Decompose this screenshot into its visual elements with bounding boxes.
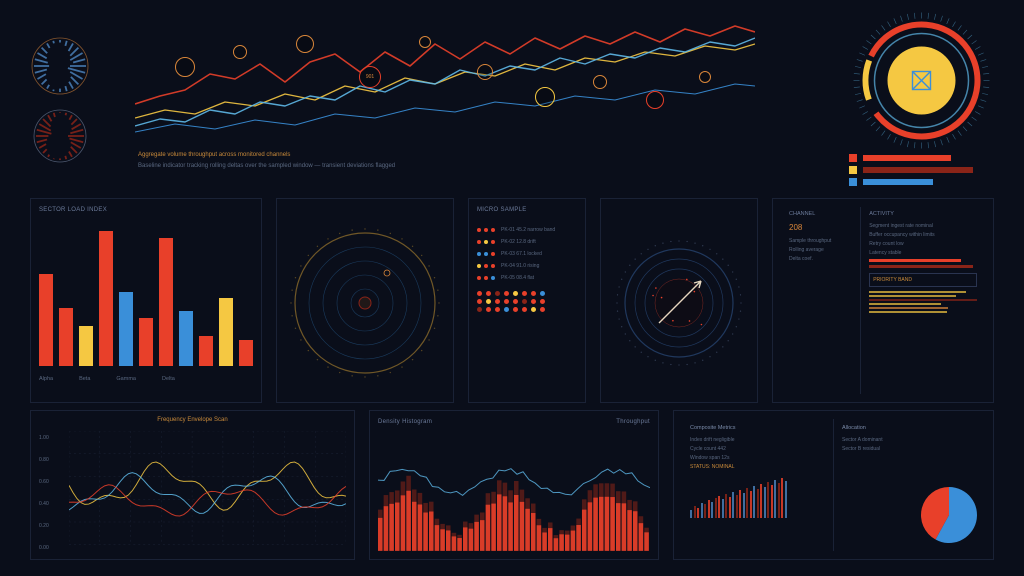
bubble-node[interactable]	[535, 87, 555, 107]
legend-item: Gamma	[116, 376, 136, 382]
bar-chart-panel[interactable]: SECTOR LOAD INDEX Alpha Beta Gamma Delta	[30, 198, 262, 403]
dot-rows: PK-01 45.2 narrow band PK-02 12.8 drift PK…	[477, 227, 577, 281]
dot-sample-panel[interactable]: MICRO SAMPLE PK-01 45.2 narrow band PK-02…	[468, 198, 586, 403]
radar-panel-1[interactable]	[276, 198, 454, 403]
analytics-dashboard: 901 Aggregate volume throughput across m…	[0, 0, 1024, 576]
bubble-node[interactable]	[175, 57, 195, 77]
mini-gauge-2[interactable]	[30, 106, 90, 166]
y-tick: 0.20	[39, 523, 67, 529]
bubble-node[interactable]	[233, 45, 247, 59]
legend-item: Beta	[79, 376, 90, 382]
desc-line-2: Baseline indicator tracking rolling delt…	[138, 161, 395, 172]
dot-row-text: PK-03 67.1 locked	[501, 251, 542, 257]
summary-col-2: Allocation Sector A dominantSector B res…	[833, 419, 985, 551]
col2-items: Segment ingest rate nominalBuffer occupa…	[869, 223, 977, 256]
legend-item: Alpha	[39, 376, 53, 382]
col2-bars	[869, 259, 977, 268]
spark-bar-chart	[690, 476, 825, 518]
summary-panel[interactable]: Composite Metrics Index drift negligible…	[673, 410, 994, 560]
dot-row-text: PK-05 08.4 flat	[501, 275, 534, 281]
dot-row-text: PK-01 45.2 narrow band	[501, 227, 555, 233]
bubble-node[interactable]	[699, 71, 711, 83]
bar-set	[39, 221, 253, 366]
bubble-node[interactable]	[593, 75, 607, 89]
mini-gauge-1[interactable]	[28, 34, 92, 98]
y-tick: 0.80	[39, 457, 67, 463]
bar-legend: Alpha Beta Gamma Delta	[39, 376, 253, 382]
y-tick: 0.60	[39, 479, 67, 485]
bubble-node[interactable]	[419, 36, 431, 48]
desc-line-1: Aggregate volume throughput across monit…	[138, 150, 395, 161]
top-strip: 901 Aggregate volume throughput across m…	[30, 12, 994, 187]
summary-lines: Index drift negligibleCycle count 442Win…	[690, 437, 825, 461]
y-tick: 1.00	[39, 435, 67, 441]
bubble-overlay: 901	[145, 22, 745, 142]
priority-block: PRIORITY BAND	[869, 273, 977, 287]
summary-col-1: Composite Metrics Index drift negligible…	[682, 419, 833, 551]
dot-matrix	[477, 291, 577, 312]
col-head: ACTIVITY	[869, 211, 977, 217]
middle-row: SECTOR LOAD INDEX Alpha Beta Gamma Delta MI…	[30, 198, 994, 403]
bubble-node[interactable]: 901	[359, 66, 381, 88]
wave-plot	[69, 431, 346, 545]
area-plot	[378, 435, 650, 551]
pie-chart	[919, 485, 979, 545]
area-panel[interactable]: Density Histogram Throughput	[369, 410, 659, 560]
dot-row-text: PK-02 12.8 drift	[501, 239, 536, 245]
top-description: Aggregate volume throughput across monit…	[138, 150, 395, 172]
wave-y-axis: 1.00 0.80 0.60 0.40 0.20 0.00	[39, 435, 67, 551]
bottom-row: Frequency Envelope Scan 1.00 0.80 0.60 0.40…	[30, 410, 994, 560]
status-line: STATUS: NOMINAL	[690, 464, 825, 470]
bubble-node[interactable]	[296, 35, 314, 53]
multi-lines	[869, 291, 977, 313]
bubble-node[interactable]	[646, 91, 664, 109]
legend-item: Delta	[162, 376, 175, 382]
list-col-activity: ACTIVITY Segment ingest rate nominalBuff…	[860, 207, 985, 394]
bubble-node[interactable]	[477, 64, 493, 80]
list-panel[interactable]: CHANNEL 208 Sample throughputRolling ave…	[772, 198, 994, 403]
col-value: 208	[789, 223, 852, 232]
panel-right-label: Throughput	[616, 419, 650, 425]
panel-title: SECTOR LOAD INDEX	[39, 207, 253, 213]
panel-title: MICRO SAMPLE	[477, 207, 577, 213]
summary-lines: Sector A dominantSector B residual	[842, 437, 977, 452]
dot-row-text: PK-04 91.0 rising	[501, 263, 539, 269]
side-metric-stack	[849, 154, 994, 190]
col1-items: Sample throughputRolling averageDelta co…	[789, 238, 852, 262]
y-tick: 0.40	[39, 501, 67, 507]
panel-title: Frequency Envelope Scan	[157, 417, 227, 423]
col-head: CHANNEL	[789, 211, 852, 217]
col-head: Composite Metrics	[690, 425, 825, 431]
list-col-channel: CHANNEL 208 Sample throughputRolling ave…	[781, 207, 860, 394]
radial-gauge-main[interactable]	[849, 8, 994, 153]
y-tick: 0.00	[39, 545, 67, 551]
panel-title: Density Histogram	[378, 419, 650, 425]
radar-panel-2[interactable]	[600, 198, 758, 403]
col-head: Allocation	[842, 425, 977, 431]
wave-panel[interactable]: Frequency Envelope Scan 1.00 0.80 0.60 0.40…	[30, 410, 355, 560]
